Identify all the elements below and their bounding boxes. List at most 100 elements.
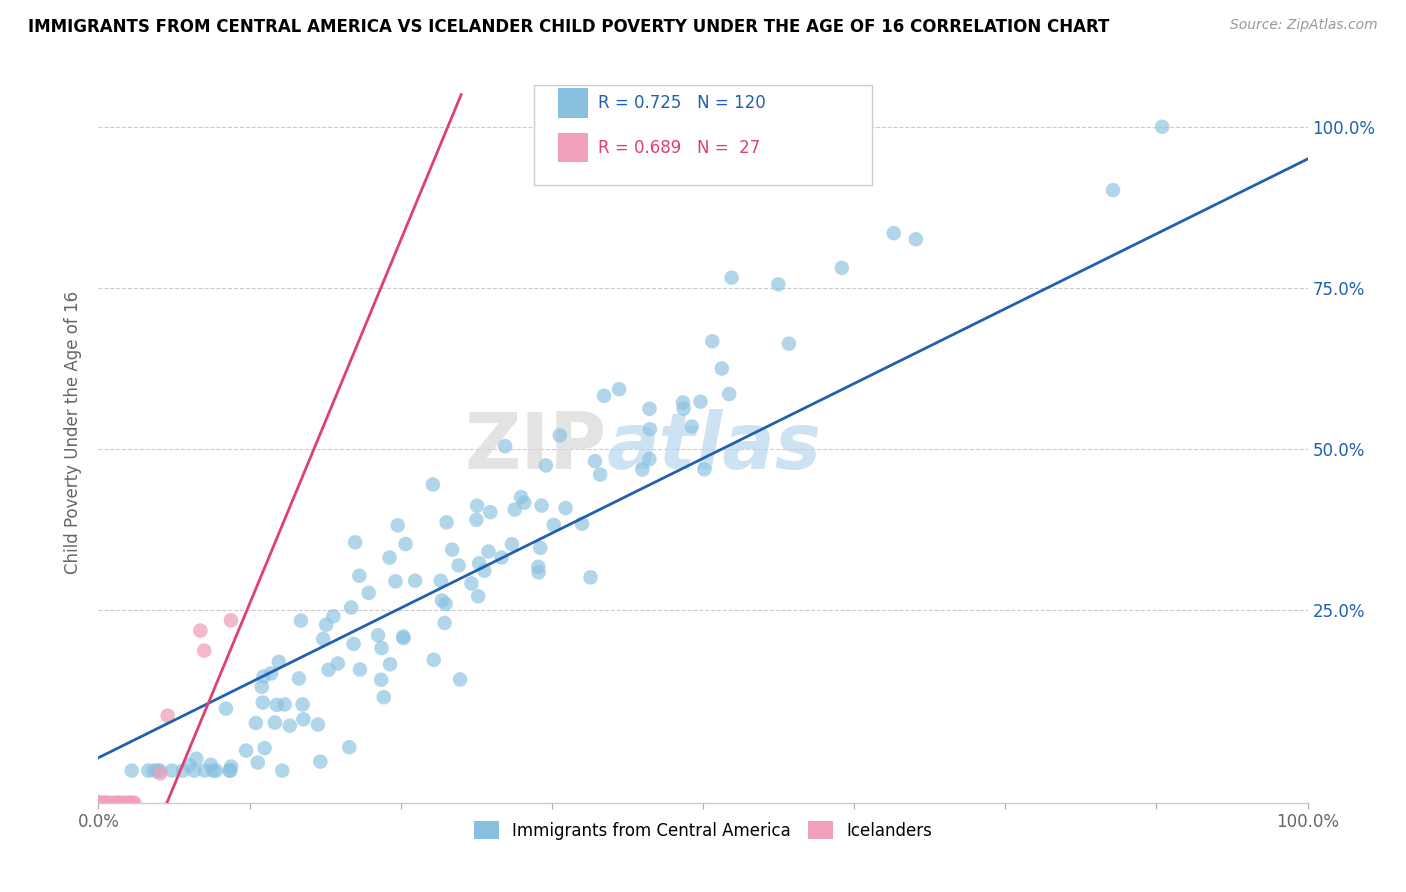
Point: [1102, 183, 1125, 197]
Point: [689, 394, 711, 409]
Point: [219, 764, 242, 778]
Point: [103, 796, 125, 810]
Point: [510, 490, 533, 504]
Point: [215, 701, 238, 715]
Point: [491, 550, 513, 565]
FancyBboxPatch shape: [558, 133, 588, 162]
Point: [710, 361, 733, 376]
Point: [190, 624, 212, 638]
Point: [252, 669, 274, 683]
Point: [146, 764, 169, 778]
Point: [349, 663, 371, 677]
Point: [260, 666, 283, 681]
Point: [245, 716, 267, 731]
Point: [343, 637, 366, 651]
Point: [179, 758, 201, 772]
Point: [429, 574, 451, 588]
Point: [142, 764, 165, 778]
Point: [638, 401, 661, 416]
Point: [326, 657, 349, 671]
Point: [467, 589, 489, 603]
Point: [322, 609, 344, 624]
Point: [93, 796, 115, 810]
Point: [156, 708, 179, 723]
Point: [340, 600, 363, 615]
Point: [160, 764, 183, 778]
Point: [120, 796, 142, 810]
Point: [778, 336, 800, 351]
Point: [441, 542, 464, 557]
Point: [136, 764, 159, 778]
Point: [543, 518, 565, 533]
Y-axis label: Child Poverty Under the Age of 16: Child Poverty Under the Age of 16: [65, 291, 83, 574]
Point: [589, 467, 612, 482]
Point: [579, 570, 602, 584]
Point: [312, 632, 335, 646]
Point: [271, 764, 294, 778]
Point: [681, 419, 703, 434]
Point: [104, 796, 127, 810]
Point: [527, 566, 550, 580]
Point: [693, 462, 716, 476]
Point: [98, 796, 121, 810]
Point: [290, 614, 312, 628]
Point: [121, 764, 143, 778]
Point: [472, 564, 495, 578]
Point: [631, 462, 654, 476]
Point: [768, 277, 790, 292]
Point: [357, 586, 380, 600]
Point: [460, 576, 482, 591]
Point: [434, 597, 457, 611]
Point: [307, 717, 329, 731]
Point: [246, 756, 269, 770]
FancyBboxPatch shape: [534, 85, 872, 185]
Point: [93, 796, 115, 810]
Point: [193, 643, 215, 657]
Text: R = 0.725   N = 120: R = 0.725 N = 120: [598, 95, 765, 112]
Point: [1152, 120, 1174, 134]
Point: [527, 559, 550, 574]
Point: [370, 673, 392, 687]
Text: Source: ZipAtlas.com: Source: ZipAtlas.com: [1230, 18, 1378, 32]
Point: [344, 535, 367, 549]
Text: IMMIGRANTS FROM CENTRAL AMERICA VS ICELANDER CHILD POVERTY UNDER THE AGE OF 16 C: IMMIGRANTS FROM CENTRAL AMERICA VS ICELA…: [28, 18, 1109, 36]
Point: [318, 663, 340, 677]
Point: [292, 712, 315, 726]
Point: [252, 696, 274, 710]
Point: [554, 501, 576, 516]
Point: [831, 260, 853, 275]
Point: [503, 502, 526, 516]
Point: [387, 518, 409, 533]
Point: [273, 698, 295, 712]
Point: [422, 477, 444, 491]
Point: [404, 574, 426, 588]
Point: [501, 537, 523, 551]
Point: [349, 568, 371, 582]
Point: [883, 226, 905, 240]
Point: [149, 766, 172, 780]
Point: [266, 698, 288, 712]
Point: [291, 698, 314, 712]
Point: [373, 690, 395, 705]
Point: [513, 495, 536, 509]
Point: [479, 505, 502, 519]
Point: [530, 499, 553, 513]
Point: [107, 796, 129, 810]
Point: [315, 617, 337, 632]
Point: [477, 544, 499, 558]
Point: [449, 673, 471, 687]
Point: [337, 740, 360, 755]
Point: [87, 796, 110, 810]
Point: [219, 613, 242, 627]
Point: [672, 401, 695, 416]
Point: [465, 513, 488, 527]
Point: [87, 796, 110, 810]
Point: [89, 796, 111, 810]
Point: [384, 574, 406, 589]
Point: [430, 593, 453, 607]
Point: [394, 537, 416, 551]
Point: [534, 458, 557, 473]
Point: [288, 672, 311, 686]
Point: [114, 796, 136, 810]
Point: [571, 516, 593, 531]
